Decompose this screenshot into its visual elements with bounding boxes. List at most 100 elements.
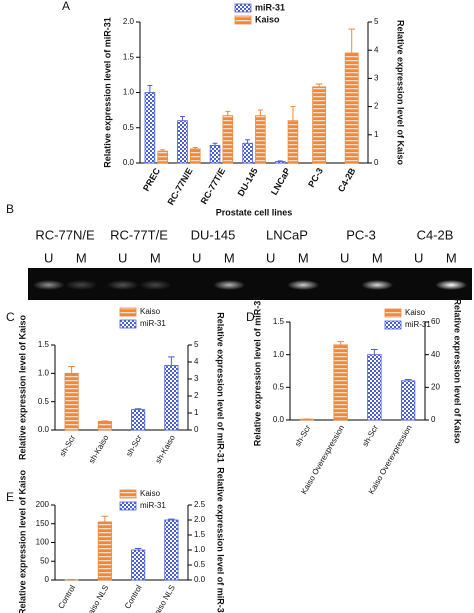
bar xyxy=(333,344,348,421)
legend-swatch xyxy=(119,319,137,329)
y2-axis-title: Relative expression level of miR-31 xyxy=(216,467,226,613)
bar xyxy=(157,150,168,164)
x-axis-title: Prostate cell lines xyxy=(216,207,293,217)
lane-label: U xyxy=(118,250,127,265)
sample-label: RC-77T/E xyxy=(110,227,168,242)
sample-label: RC-77N/E xyxy=(35,227,95,242)
bar xyxy=(97,521,112,581)
y2-tick-label: 0.5 xyxy=(194,560,206,569)
y-tick-label: 1.5 xyxy=(38,340,50,349)
x-tick-label: PC-3 xyxy=(306,166,325,189)
y-axis-title: Relative expression level of Kaiso xyxy=(17,314,27,460)
y-tick-label: 1.0 xyxy=(273,350,285,359)
legend-swatch xyxy=(119,501,137,511)
y2-tick-label: 0 xyxy=(194,425,199,434)
y2-axis-title: Relative expression level of miR-31 xyxy=(216,312,226,463)
y2-tick-label: 0.0 xyxy=(194,575,206,584)
bar xyxy=(131,549,146,581)
bar xyxy=(177,120,188,164)
x-tick-label: C4-2B xyxy=(336,166,358,194)
x-tick-label: sh-Kaiso xyxy=(154,433,178,465)
lane-label: M xyxy=(446,250,457,265)
y2-tick-label: 0 xyxy=(431,415,436,424)
x-tick-label: PREC xyxy=(141,166,162,193)
y2-axis-title: Relative expression level of Kaiso xyxy=(396,20,406,166)
gel-image xyxy=(28,268,472,300)
y-tick-label: 0.5 xyxy=(273,382,285,391)
lane-label: M xyxy=(150,250,161,265)
x-tick-label: Kaiso NLS xyxy=(84,584,111,613)
legend-label: miR-31 xyxy=(405,320,431,329)
y-tick-label: 0.5 xyxy=(38,397,50,406)
lane-label: U xyxy=(192,250,201,265)
panel-label: E xyxy=(6,490,14,504)
y2-tick-label: 60 xyxy=(431,317,440,326)
y-tick-label: 0.0 xyxy=(38,425,50,434)
x-tick-label: RC-77N/E xyxy=(165,166,194,207)
legend-label: Kaiso xyxy=(255,14,280,24)
lane-label: M xyxy=(76,250,87,265)
bar xyxy=(144,92,156,164)
bar xyxy=(222,115,234,164)
legend-swatch xyxy=(234,15,252,25)
bar xyxy=(164,364,179,431)
bar xyxy=(189,148,201,164)
gel-band xyxy=(435,280,468,290)
y-tick-label: 1.5 xyxy=(123,52,135,61)
lane-label: U xyxy=(44,250,53,265)
y2-tick-label: 5 xyxy=(374,17,379,26)
y2-tick-label: 2 xyxy=(194,391,199,400)
x-tick-label: RC-77T/E xyxy=(199,166,228,206)
x-tick-label: LNCaP xyxy=(269,166,292,197)
y-tick-label: 2.0 xyxy=(123,17,135,26)
y2-tick-label: 1 xyxy=(194,408,199,417)
y2-tick-label: 4 xyxy=(194,357,199,366)
gel-band xyxy=(287,280,320,290)
y-tick-label: 200 xyxy=(36,500,50,509)
legend-swatch xyxy=(119,489,137,499)
bar xyxy=(164,519,179,581)
sample-label: LNCaP xyxy=(266,227,308,242)
x-tick-label: Kaiso NLS xyxy=(150,584,177,613)
gel-band xyxy=(361,280,394,290)
y-tick-label: 150 xyxy=(36,519,50,528)
legend-label: Kaiso xyxy=(405,308,426,317)
bar xyxy=(274,161,286,164)
legend-label: miR-31 xyxy=(140,319,166,328)
y2-tick-label: 40 xyxy=(431,350,440,359)
y2-tick-label: 2.0 xyxy=(194,515,206,524)
panel-label: B xyxy=(6,202,14,216)
y-tick-label: 0 xyxy=(45,575,50,584)
bar xyxy=(242,142,253,164)
y2-axis-title: Relative expression level of Kaiso xyxy=(453,298,463,444)
lane-label: U xyxy=(414,250,423,265)
y2-tick-label: 20 xyxy=(431,382,440,391)
lane-label: M xyxy=(298,250,309,265)
x-tick-label: Control xyxy=(123,583,144,610)
lane-label: M xyxy=(372,250,383,265)
y2-tick-label: 3 xyxy=(194,374,199,383)
gel-band xyxy=(65,280,98,290)
legend-label: miR-31 xyxy=(255,2,285,12)
legend-swatch xyxy=(384,308,402,318)
y-tick-label: 0.0 xyxy=(273,415,285,424)
y2-tick-label: 5 xyxy=(194,340,199,349)
y2-tick-label: 1.5 xyxy=(194,530,206,539)
x-tick-label: DU-145 xyxy=(236,166,260,198)
y2-tick-label: 2 xyxy=(374,102,379,111)
y2-tick-label: 1 xyxy=(374,130,379,139)
y-axis-title: Relative expression level of miR-31 xyxy=(252,296,262,447)
x-tick-label: sh-Scr xyxy=(124,433,144,458)
lane-label: U xyxy=(266,250,275,265)
legend-label: Kaiso xyxy=(140,489,161,498)
bar xyxy=(400,380,416,421)
x-tick-label: Control xyxy=(56,583,77,610)
bar xyxy=(255,115,266,164)
y2-tick-label: 1.0 xyxy=(194,545,206,554)
y-tick-label: 50 xyxy=(40,556,49,565)
y-tick-label: 0.5 xyxy=(123,123,135,132)
bar xyxy=(209,144,221,164)
bar xyxy=(131,409,146,431)
gel-band xyxy=(106,280,139,290)
